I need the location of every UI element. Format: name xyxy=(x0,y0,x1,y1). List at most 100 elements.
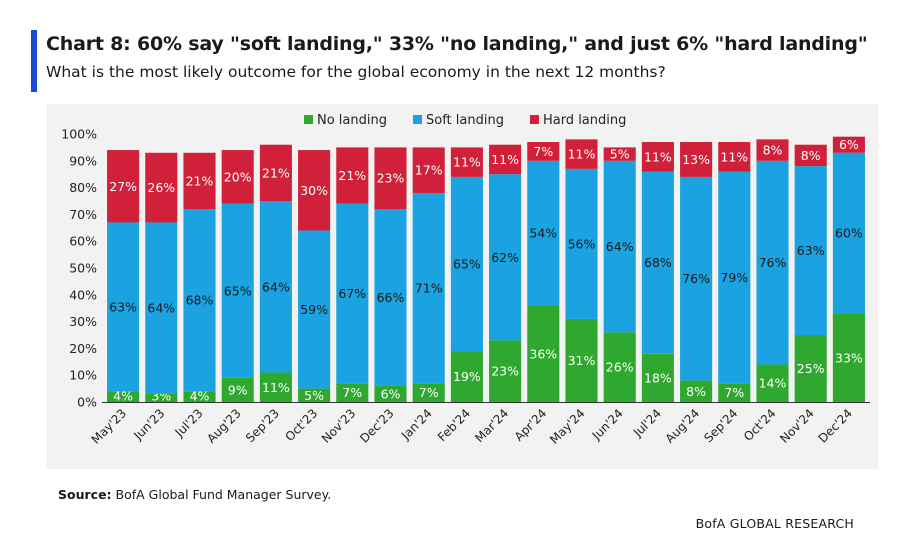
chart-title: Chart 8: 60% say "soft landing," 33% "no… xyxy=(46,33,868,55)
x-tick-label: Sep'24 xyxy=(701,406,740,445)
bar-segment xyxy=(756,364,789,402)
bar-segment xyxy=(107,150,140,223)
data-label: 63% xyxy=(109,299,137,314)
x-tick-label: May'23 xyxy=(89,406,130,447)
bar-segment xyxy=(107,391,140,402)
data-label: 11% xyxy=(262,380,290,395)
bar-segment xyxy=(641,171,674,354)
data-label: 23% xyxy=(377,171,405,186)
title-accent-bar xyxy=(31,30,37,92)
data-label: 60% xyxy=(835,226,863,241)
bar-segment xyxy=(565,318,598,402)
x-tick-label: Sep'23 xyxy=(243,406,282,445)
y-tick-label: 80% xyxy=(69,180,97,195)
bar-segment xyxy=(756,139,789,161)
data-label: 11% xyxy=(720,149,748,164)
bar-segment xyxy=(183,152,216,210)
bar-segment xyxy=(680,176,713,381)
x-tick-label: Aug'23 xyxy=(204,406,244,446)
legend-label: Soft landing xyxy=(426,113,504,128)
data-label: 6% xyxy=(381,386,401,401)
x-tick-label: Jun'23 xyxy=(130,406,167,443)
data-label: 11% xyxy=(491,152,519,167)
data-label: 68% xyxy=(644,255,672,270)
bar-segment xyxy=(259,372,292,402)
stacked-bar-chart: 0% 10% 20% 30% 40% 50% 60% 70% 80% 90% 100% No land… xyxy=(61,113,870,447)
x-tick-label: Nov'24 xyxy=(777,406,817,446)
bar-segment xyxy=(221,377,254,402)
data-label: 33% xyxy=(835,350,863,365)
bar-segment xyxy=(718,142,751,172)
bar-segment xyxy=(565,168,598,319)
x-tick-label: Jan'24 xyxy=(398,406,435,443)
data-label: 54% xyxy=(529,226,557,241)
x-tick-label: Feb'24 xyxy=(435,406,473,444)
data-label: 20% xyxy=(224,169,252,184)
data-label: 21% xyxy=(338,168,366,183)
bar-segment xyxy=(641,142,674,172)
source-label: Source: xyxy=(58,487,112,502)
bar-segment xyxy=(183,391,216,402)
bar-segment xyxy=(565,139,598,169)
y-tick-label: 30% xyxy=(69,314,97,329)
data-label: 17% xyxy=(415,163,443,178)
data-label: 68% xyxy=(186,293,214,308)
data-label: 18% xyxy=(644,370,672,385)
bar-segment xyxy=(336,203,369,384)
y-tick-label: 90% xyxy=(69,153,97,168)
data-label: 56% xyxy=(568,236,596,251)
data-label: 63% xyxy=(797,243,825,258)
legend-swatch xyxy=(529,115,539,124)
data-label: 11% xyxy=(568,147,596,162)
bar-segment xyxy=(489,144,522,175)
bar-segment xyxy=(374,209,407,386)
data-label: 79% xyxy=(720,270,748,285)
data-label: 65% xyxy=(453,256,481,271)
x-tick-label: Dec'23 xyxy=(357,406,396,445)
bar-segment xyxy=(450,147,483,177)
data-label: 5% xyxy=(610,147,630,162)
bar-segment xyxy=(603,332,636,402)
x-tick-label: Oct'23 xyxy=(283,406,321,444)
bar-segment xyxy=(832,136,865,153)
data-label: 65% xyxy=(224,283,252,298)
x-tick-label: Dec'24 xyxy=(816,406,855,445)
bar-segment xyxy=(794,144,827,167)
data-label: 21% xyxy=(262,165,290,180)
bar-segment xyxy=(298,150,331,231)
bar-segment xyxy=(183,209,216,392)
source-note: Source: BofA Global Fund Manager Survey. xyxy=(58,487,331,502)
bar-segment xyxy=(489,340,522,402)
data-label: 64% xyxy=(606,239,634,254)
bar-segment xyxy=(221,150,254,204)
legend-label: No landing xyxy=(317,113,387,128)
data-label: 14% xyxy=(759,376,787,391)
data-label: 5% xyxy=(304,388,324,403)
data-label: 13% xyxy=(682,152,710,167)
data-label: 71% xyxy=(415,281,443,296)
data-label: 26% xyxy=(147,180,175,195)
bar-segment xyxy=(450,176,483,352)
data-label: 76% xyxy=(759,255,787,270)
bar-segment xyxy=(221,203,254,378)
bar-segment xyxy=(374,147,407,210)
data-label: 9% xyxy=(228,382,248,397)
bar-segment xyxy=(527,142,560,161)
bar-segment xyxy=(298,388,331,402)
data-label: 8% xyxy=(763,143,783,158)
bar-segment xyxy=(794,335,827,402)
bar-segment xyxy=(680,142,713,177)
bar-segment xyxy=(832,313,865,402)
data-label: 64% xyxy=(147,301,175,316)
bar-segment xyxy=(374,385,407,402)
data-label: 11% xyxy=(453,155,481,170)
bar-segment xyxy=(336,383,369,402)
bar-segment xyxy=(336,147,369,204)
x-tick-label: Aug'24 xyxy=(663,406,703,446)
data-label: 30% xyxy=(300,183,328,198)
data-label: 7% xyxy=(419,385,439,400)
data-label: 27% xyxy=(109,179,137,194)
y-tick-label: 70% xyxy=(69,207,97,222)
bar-segment xyxy=(756,160,789,365)
y-tick-label: 40% xyxy=(69,287,97,302)
